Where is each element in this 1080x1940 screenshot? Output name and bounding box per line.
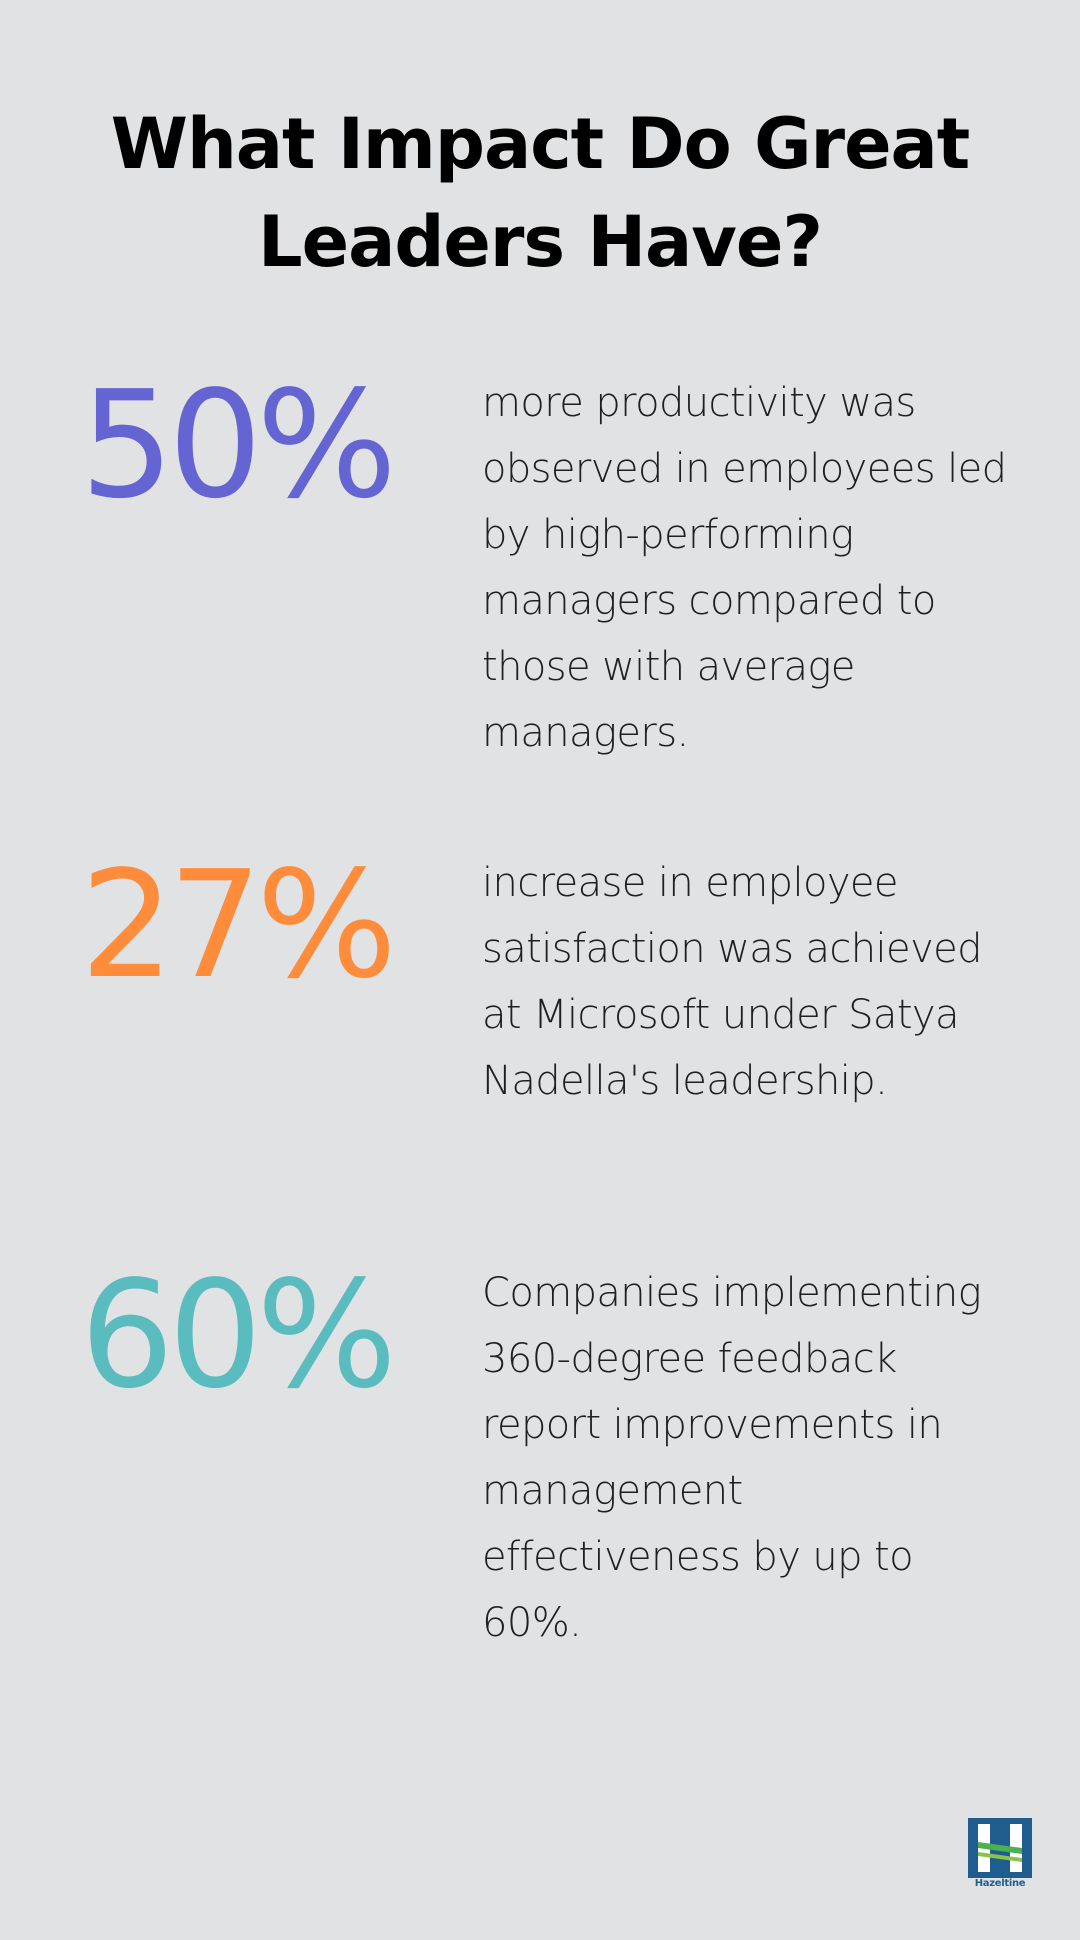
stat-value: 27% <box>80 839 397 1011</box>
logo-wordmark: Hazeltine <box>974 1878 1026 1889</box>
stat-description: more productivity was observed in employ… <box>482 380 1007 756</box>
hazeltine-logo-icon <box>968 1818 1032 1878</box>
stat-value: 50% <box>80 359 397 531</box>
hazeltine-logo: Hazeltine <box>968 1818 1032 1900</box>
stat-value: 60% <box>80 1249 397 1421</box>
stat-description: increase in employee satisfaction was ac… <box>482 860 983 1104</box>
stat-description: Companies implementing 360-degree feedba… <box>482 1270 982 1646</box>
page-title: What Impact Do Great Leaders Have? <box>110 103 971 283</box>
